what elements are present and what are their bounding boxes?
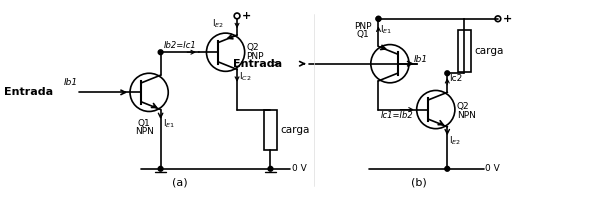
Circle shape xyxy=(445,166,450,171)
Text: Ib1: Ib1 xyxy=(414,55,428,64)
Text: +: + xyxy=(242,11,251,21)
Circle shape xyxy=(158,166,163,171)
Text: Q2: Q2 xyxy=(457,102,469,111)
Text: Entrada: Entrada xyxy=(4,87,52,97)
Text: PNP: PNP xyxy=(247,52,264,61)
Circle shape xyxy=(268,166,273,171)
Text: Q1: Q1 xyxy=(138,119,151,128)
Text: Entrada: Entrada xyxy=(233,59,282,69)
Text: NPN: NPN xyxy=(457,111,476,120)
Text: I$_{E1}$: I$_{E1}$ xyxy=(380,24,393,36)
Text: (b): (b) xyxy=(411,177,426,187)
Text: (a): (a) xyxy=(172,177,188,187)
Text: PNP: PNP xyxy=(355,22,372,31)
Text: Ic2: Ic2 xyxy=(449,74,463,83)
Circle shape xyxy=(445,71,450,76)
Text: Ib2=Ic1: Ib2=Ic1 xyxy=(163,41,196,50)
Text: I$_{E2}$: I$_{E2}$ xyxy=(449,134,461,147)
Text: +: + xyxy=(503,14,512,24)
Text: I$_{C2}$: I$_{C2}$ xyxy=(239,71,251,83)
Text: I$_{E2}$: I$_{E2}$ xyxy=(212,17,224,30)
Text: 0 V: 0 V xyxy=(291,164,306,173)
Text: Q1: Q1 xyxy=(357,30,370,39)
Circle shape xyxy=(376,16,381,21)
Text: Ic1=Ib2: Ic1=Ib2 xyxy=(381,111,414,120)
Text: 0 V: 0 V xyxy=(485,164,500,173)
Text: Ib1: Ib1 xyxy=(63,78,77,87)
Text: >: > xyxy=(271,59,280,69)
Bar xyxy=(458,30,471,72)
Text: NPN: NPN xyxy=(135,127,154,136)
Text: carga: carga xyxy=(474,46,504,56)
Text: carga: carga xyxy=(280,125,309,135)
Circle shape xyxy=(158,50,163,55)
Text: I$_{E1}$: I$_{E1}$ xyxy=(163,117,175,130)
Bar xyxy=(264,110,277,150)
Circle shape xyxy=(376,16,381,21)
Text: Q2: Q2 xyxy=(247,43,259,52)
